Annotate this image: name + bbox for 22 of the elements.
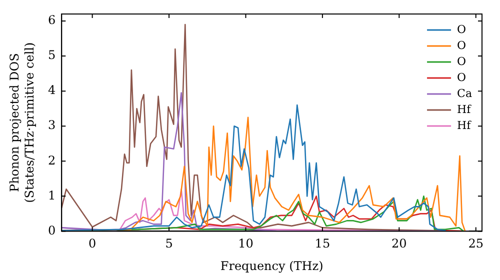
y-axis-title: Phonon projected DOS (States/THz·primitive cell)	[8, 42, 37, 203]
legend-label: O	[457, 70, 466, 84]
legend-label: Ca	[457, 86, 472, 100]
x-tick-label: 0	[88, 236, 96, 251]
x-tick-label: 20	[392, 236, 407, 251]
legend-label: Hf	[457, 118, 472, 132]
y-tick-label: 2	[48, 153, 56, 168]
x-tick-label: 25	[468, 236, 484, 251]
y-tick-label: 5	[48, 48, 56, 62]
x-tick-label: 5	[165, 236, 173, 251]
y-tick-label: 4	[48, 83, 56, 98]
x-tick-label: 15	[314, 236, 330, 251]
legend-label: O	[457, 22, 466, 36]
legend-label: O	[457, 38, 466, 52]
legend-label: O	[457, 54, 466, 68]
y-tick-label: 3	[48, 118, 56, 132]
x-axis-title: Frequency (THz)	[220, 258, 324, 273]
y-tick-label: 0	[48, 223, 56, 238]
legend-label: Hf	[457, 102, 472, 116]
x-tick-label: 10	[238, 236, 254, 251]
y-tick-label: 1	[48, 188, 56, 202]
y-tick-label: 6	[48, 13, 56, 28]
